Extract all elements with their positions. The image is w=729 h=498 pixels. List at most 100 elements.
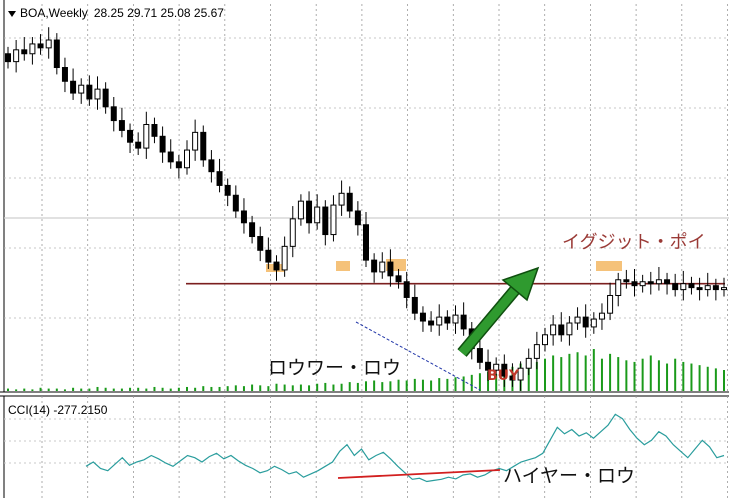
higher-low-annotation: ハイヤー・ロウ	[503, 465, 636, 487]
candle	[5, 46, 11, 69]
chevron-down-icon[interactable]	[8, 10, 16, 17]
candle	[265, 237, 272, 269]
candle	[542, 327, 548, 352]
candle	[330, 195, 337, 242]
vertical-grid	[4, 4, 729, 498]
candle	[533, 331, 540, 370]
candle	[240, 198, 247, 234]
candle	[403, 271, 410, 309]
candle	[224, 178, 231, 207]
candle	[550, 315, 557, 346]
candle	[721, 277, 727, 297]
candle	[29, 37, 36, 65]
candle	[53, 33, 60, 75]
candle	[45, 27, 52, 59]
candle	[623, 269, 630, 289]
candle	[655, 266, 662, 291]
candle	[232, 185, 239, 218]
candle	[297, 194, 304, 226]
candle	[590, 312, 597, 334]
candle	[672, 273, 679, 297]
candle	[118, 107, 125, 138]
candle	[78, 78, 85, 104]
candle	[102, 82, 109, 114]
candle	[143, 111, 150, 159]
candle	[558, 312, 565, 342]
candle	[476, 338, 483, 370]
candle	[493, 357, 500, 378]
candle	[70, 68, 77, 100]
candle	[200, 125, 207, 167]
candle	[436, 304, 443, 336]
candle	[525, 348, 532, 376]
candle	[354, 201, 361, 236]
candle	[110, 96, 117, 132]
candle	[249, 215, 256, 244]
candle	[127, 123, 134, 154]
candle	[371, 253, 378, 283]
candle	[314, 194, 321, 230]
candle	[395, 268, 402, 289]
candle	[86, 75, 93, 106]
candle	[159, 126, 166, 163]
candle	[419, 306, 426, 332]
highlight-marker	[596, 261, 622, 271]
highlight-marker	[336, 261, 350, 271]
candle	[184, 140, 190, 175]
buy-annotation: BUY	[487, 368, 520, 384]
candle	[281, 236, 288, 277]
candle	[485, 349, 492, 381]
candle	[289, 206, 296, 258]
lower-low-annotation: ロウワー・ロウ	[268, 357, 402, 379]
candle	[37, 34, 44, 55]
candle	[61, 57, 68, 93]
candle	[151, 117, 158, 144]
candle	[607, 282, 614, 321]
exit-point-annotation: イグジット・ポイ	[562, 232, 706, 253]
candle	[517, 361, 524, 391]
candle	[598, 303, 605, 330]
candle	[680, 270, 687, 301]
candle	[363, 211, 369, 267]
symbol-label: BOA,Weekly	[20, 6, 88, 20]
candle	[712, 278, 719, 301]
candle	[167, 139, 174, 169]
chart-header: BOA,Weekly 28.25 29.71 25.08 25.67	[8, 6, 224, 20]
ohlc-values: 28.25 29.71 25.08 25.67	[93, 6, 224, 20]
candle	[346, 186, 353, 218]
candle	[647, 271, 654, 295]
candle	[704, 272, 711, 297]
candle	[208, 150, 215, 183]
cci-indicator-label: CCI(14) -277.2150	[8, 403, 108, 417]
candle	[192, 119, 199, 161]
candle	[306, 191, 313, 234]
cci-line	[85, 413, 725, 483]
candlestick-series	[5, 27, 727, 391]
candle	[639, 274, 646, 293]
candle	[428, 311, 435, 332]
candle	[444, 310, 451, 330]
candle	[94, 76, 101, 110]
candle	[411, 284, 418, 321]
buy-arrow-icon	[457, 266, 540, 357]
candle	[387, 249, 394, 287]
candle	[257, 226, 264, 262]
candle	[13, 40, 20, 73]
candle	[338, 180, 345, 216]
lower-low-trendline	[355, 321, 481, 391]
candle	[696, 277, 703, 301]
candle	[175, 154, 182, 179]
candle	[631, 268, 638, 297]
candle	[216, 158, 223, 193]
candle	[582, 304, 589, 338]
candle	[135, 132, 142, 155]
candle	[379, 252, 386, 279]
candle	[460, 302, 467, 336]
candle	[566, 316, 573, 346]
candle	[574, 307, 581, 330]
candle	[501, 354, 508, 387]
candle	[664, 272, 671, 295]
candle	[452, 305, 459, 334]
